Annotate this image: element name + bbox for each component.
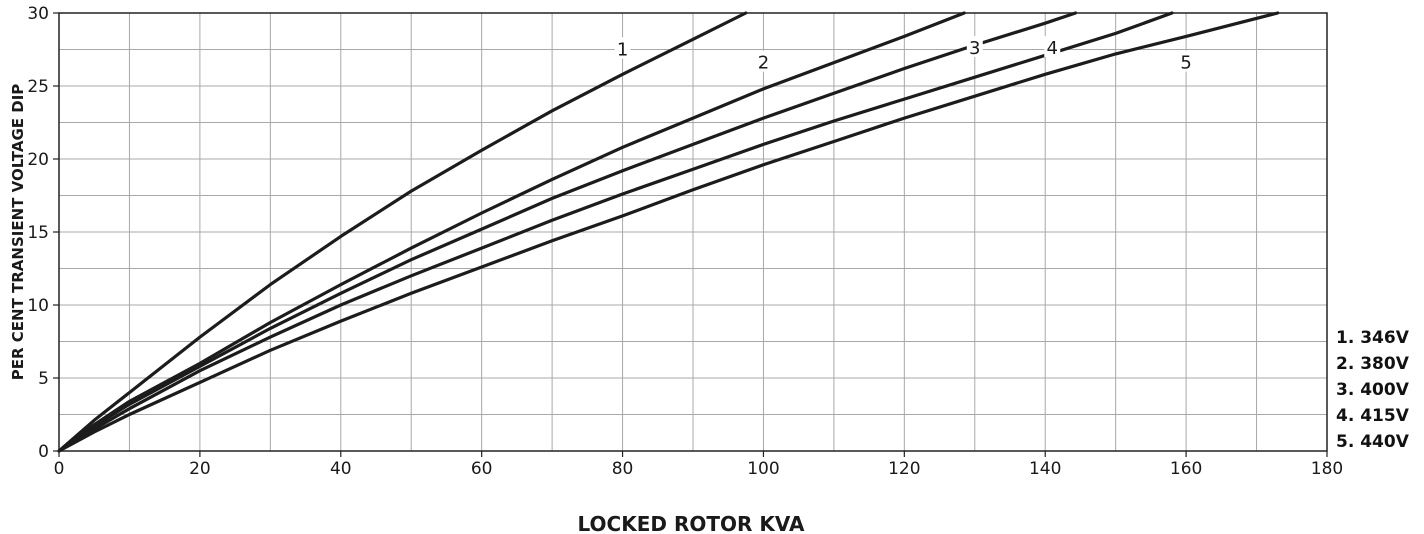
- legend-entry-5: 5. 440V: [1336, 432, 1410, 452]
- x-tick-label: 40: [330, 459, 352, 479]
- x-tick-label: 140: [1029, 459, 1061, 479]
- curve-label-5: 5: [1180, 53, 1191, 74]
- y-tick-label: 15: [27, 223, 49, 243]
- x-tick-label: 120: [888, 459, 920, 479]
- y-tick-label: 30: [27, 4, 49, 24]
- x-tick-label: 180: [1311, 459, 1343, 479]
- y-tick-label: 20: [27, 150, 49, 170]
- curve-label-4: 4: [1047, 38, 1058, 59]
- series-2-line: [57, 11, 966, 453]
- y-tick-label: 25: [27, 77, 49, 97]
- y-tick-label: 10: [27, 296, 49, 316]
- series-1-line: [57, 11, 748, 453]
- curve-label-bg: [966, 36, 983, 58]
- curve-label-3: 3: [969, 38, 980, 59]
- series-group: [57, 11, 1280, 453]
- x-tick-label: 160: [1170, 459, 1202, 479]
- legend-entry-4: 4. 415V: [1336, 406, 1410, 426]
- curve-label-1: 1: [617, 40, 628, 61]
- legend-group: 1. 346V 2. 380V 3. 400V 4. 415V 5. 440V: [1336, 328, 1410, 452]
- x-tick-label: 80: [612, 459, 634, 479]
- y-tick-label: 5: [38, 369, 49, 389]
- curve-label-bg: [755, 50, 772, 72]
- curve-label-group: 1 2 3 4 5: [614, 36, 1195, 74]
- y-axis-title: PER CENT TRANSIENT VOLTAGE DIP: [9, 84, 27, 381]
- x-tick-label: 100: [747, 459, 779, 479]
- legend-entry-1: 1. 346V: [1336, 328, 1410, 348]
- series-4-line: [57, 11, 1174, 453]
- curve-label-2: 2: [758, 53, 769, 74]
- curve-label-bg: [1044, 36, 1061, 58]
- y-tick-label: 0: [38, 442, 49, 462]
- grid-group: [59, 13, 1327, 451]
- x-tick-label: 20: [189, 459, 211, 479]
- legend-entry-2: 2. 380V: [1336, 354, 1410, 374]
- curve-label-bg: [614, 37, 631, 59]
- series-3-line: [57, 11, 1078, 453]
- series-5-line: [57, 11, 1280, 453]
- x-tick-label: 0: [54, 459, 65, 479]
- curve-label-bg: [1178, 50, 1195, 72]
- x-axis-title: LOCKED ROTOR KVA: [578, 512, 805, 534]
- legend-entry-3: 3. 400V: [1336, 380, 1410, 400]
- x-tick-label: 60: [471, 459, 493, 479]
